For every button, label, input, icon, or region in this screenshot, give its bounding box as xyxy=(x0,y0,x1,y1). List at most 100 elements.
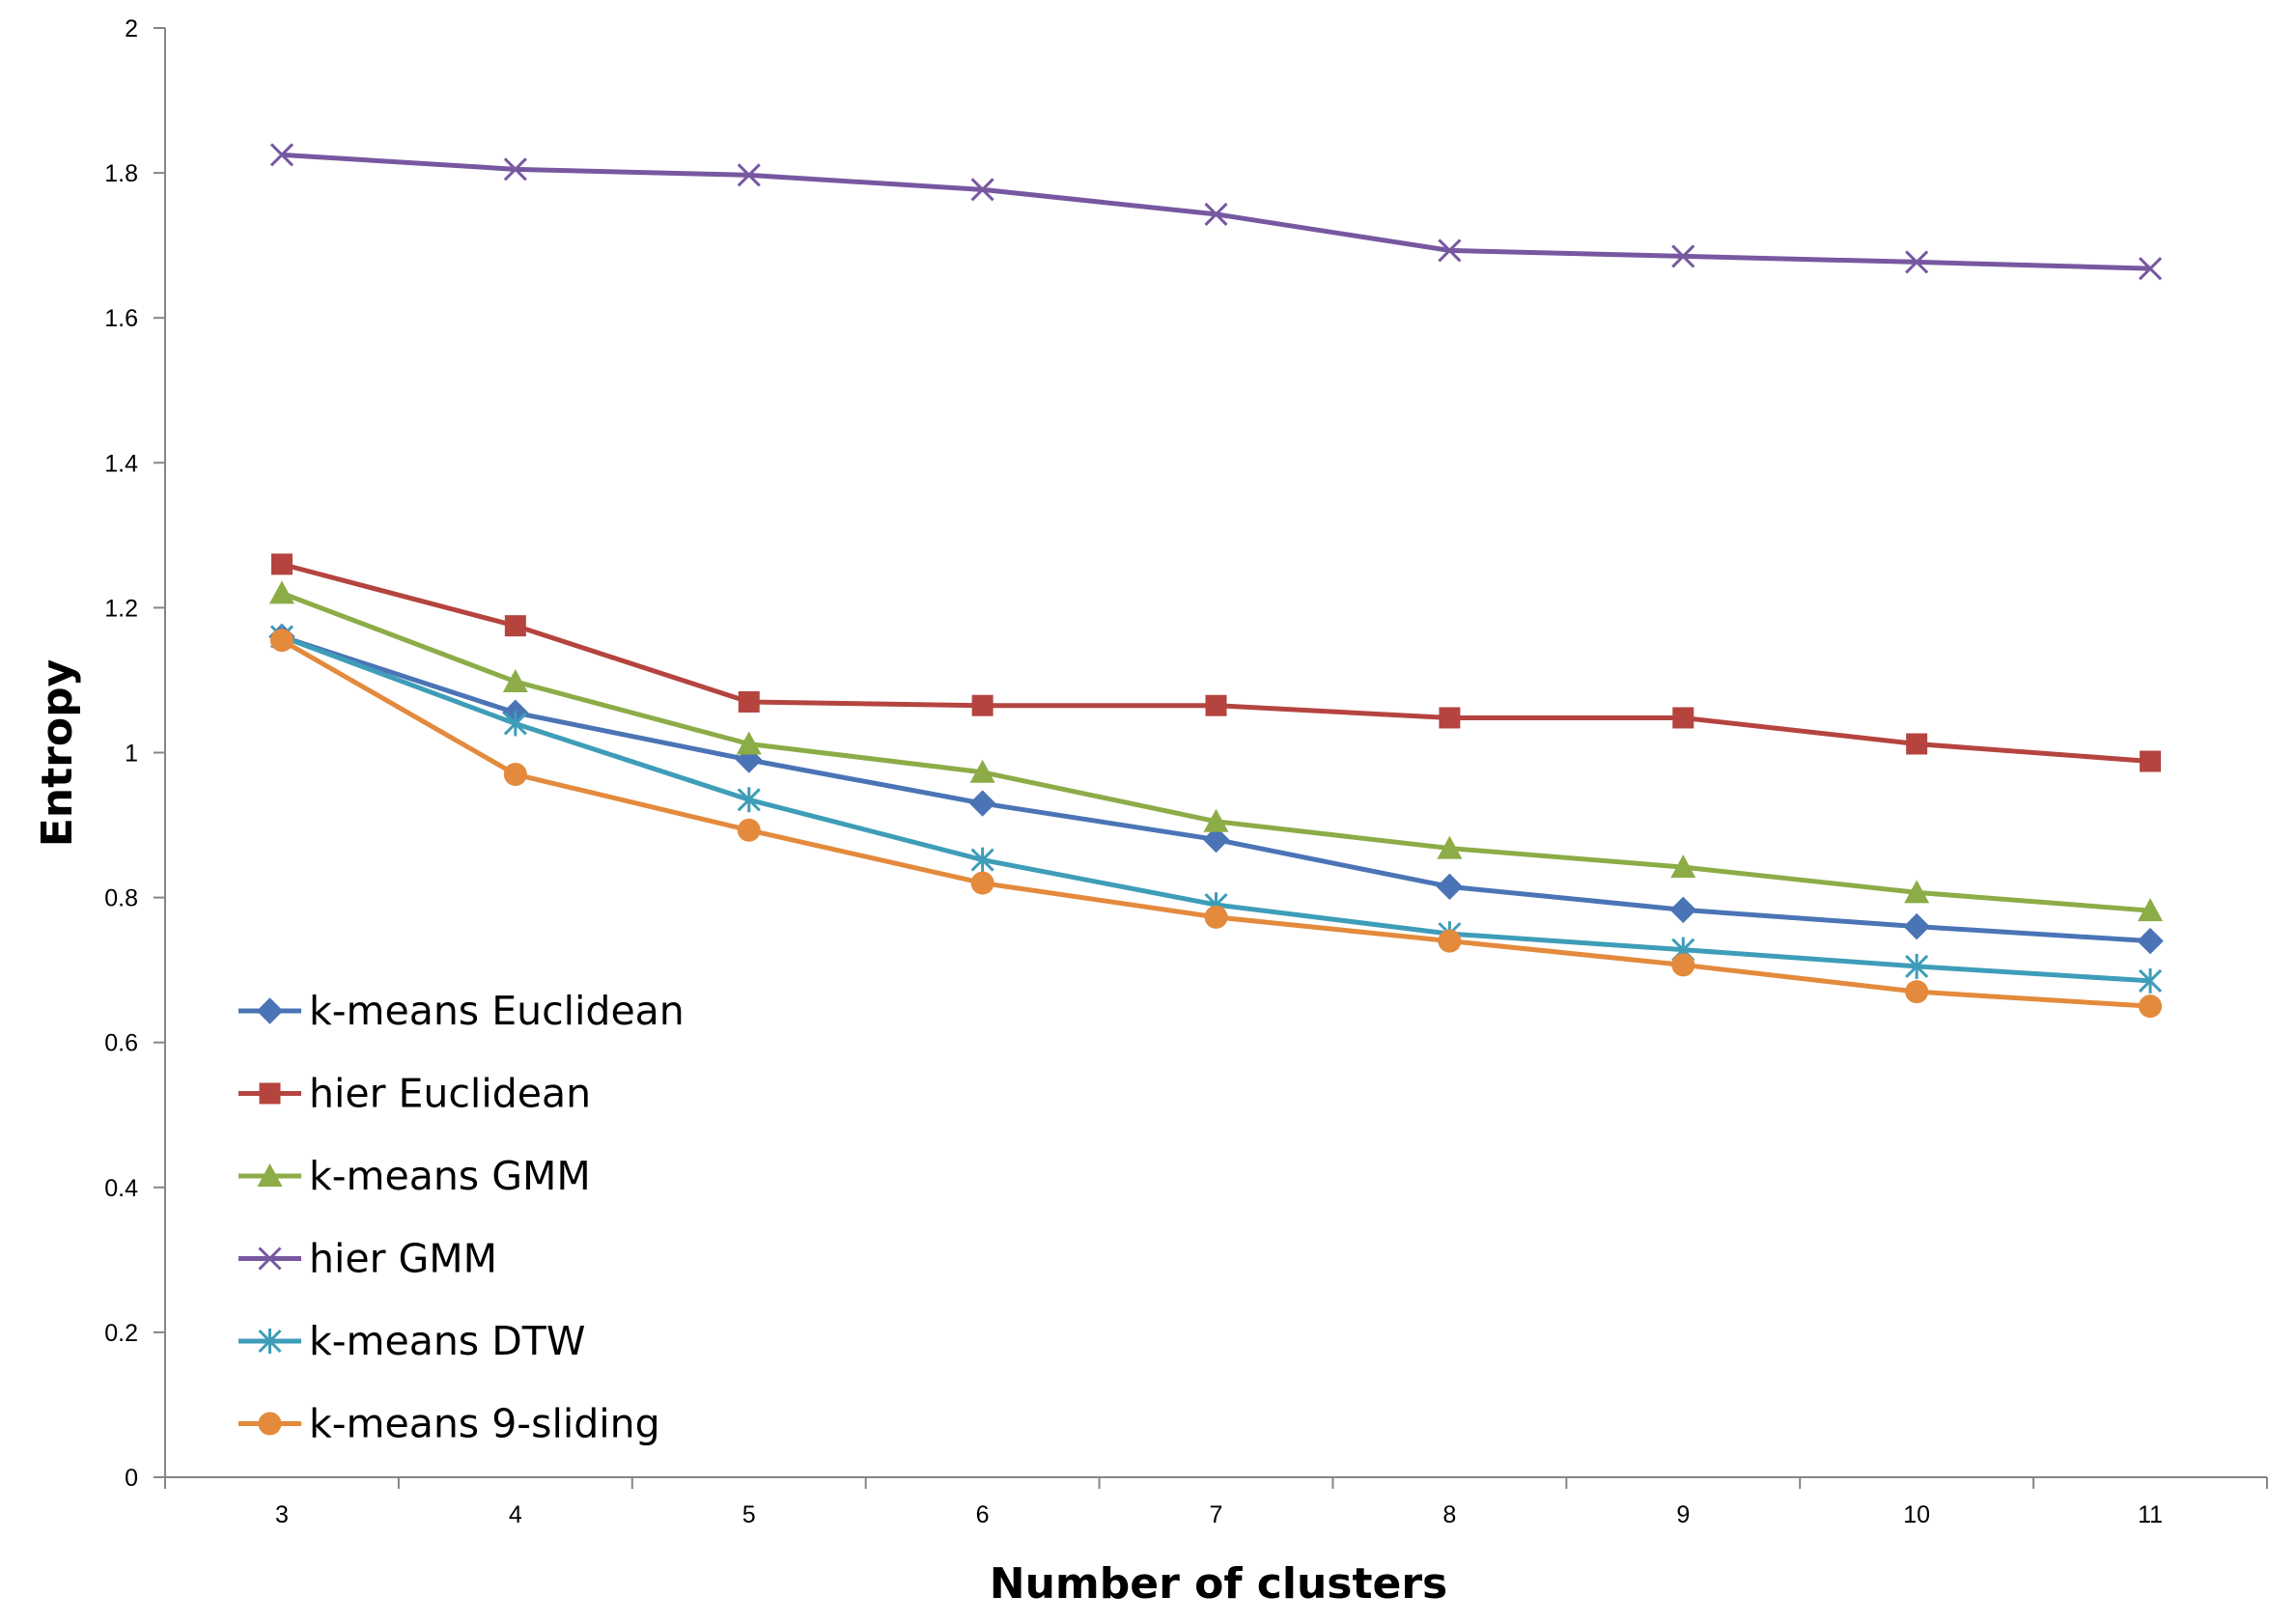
y-tick-label: 0.4 xyxy=(104,1175,138,1202)
data-point xyxy=(1205,694,1227,716)
x-tick-label: 7 xyxy=(1210,1501,1223,1528)
legend-label: k-means Euclidean xyxy=(309,988,685,1034)
legend-marker xyxy=(259,1082,281,1105)
data-point xyxy=(268,580,294,604)
y-tick-label: 1 xyxy=(125,741,138,768)
data-point xyxy=(1905,250,1929,274)
x-tick-label: 10 xyxy=(1903,1501,1930,1528)
y-tick-label: 1.6 xyxy=(104,305,138,332)
axes: 0 0.2 0.4 0.6 0.8 1 1.2 1.4 1.6 1.8 2 3 4 5 6 7 8 9 10 11 xyxy=(104,15,2268,1528)
data-point xyxy=(2140,750,2162,772)
data-point xyxy=(1671,244,1695,268)
legend-label: hier Euclidean xyxy=(309,1071,591,1117)
data-point xyxy=(504,615,526,637)
series-k-means-9-sliding xyxy=(269,629,2163,1019)
data-point xyxy=(2138,257,2163,281)
data-point xyxy=(1438,929,1462,953)
data-point xyxy=(1204,202,1228,226)
series-k-means-dtw xyxy=(269,624,2163,994)
y-tick-label: 0.2 xyxy=(104,1320,138,1347)
data-point xyxy=(1669,896,1696,924)
series-hier-gmm xyxy=(269,143,2163,281)
series-line xyxy=(281,152,2151,271)
data-point xyxy=(1203,808,1229,832)
legend-label: hier GMM xyxy=(309,1236,497,1282)
series-layer xyxy=(268,143,2164,1019)
data-point xyxy=(969,759,995,783)
data-point xyxy=(503,711,527,737)
legend-marker xyxy=(258,1246,282,1271)
data-point xyxy=(970,847,994,873)
series-line xyxy=(281,634,2151,984)
legend-label: k-means GMM xyxy=(309,1153,591,1199)
data-point xyxy=(1439,707,1461,729)
y-tick-label: 1.8 xyxy=(104,160,138,187)
data-point xyxy=(1670,854,1696,879)
data-point xyxy=(2138,898,2164,922)
legend-marker xyxy=(257,1163,283,1187)
x-tick-label: 6 xyxy=(976,1501,990,1528)
y-tick-label: 1.4 xyxy=(104,450,138,477)
data-point xyxy=(737,787,761,813)
data-point xyxy=(968,790,996,817)
data-point xyxy=(1671,953,1695,977)
legend-marker xyxy=(258,1329,282,1354)
legend-entry: k-means DTW xyxy=(238,1318,585,1364)
data-point xyxy=(738,690,760,713)
data-point xyxy=(503,157,527,182)
y-tick-label: 0 xyxy=(125,1465,138,1492)
legend-marker xyxy=(258,1412,282,1436)
series-line xyxy=(281,561,2151,764)
x-tick-label: 4 xyxy=(509,1501,522,1528)
data-point xyxy=(970,871,994,895)
y-axis-title: Entropy xyxy=(33,659,82,848)
legend-entry: k-means Euclidean xyxy=(238,988,685,1034)
data-point xyxy=(1905,953,1929,979)
legend-entry: hier GMM xyxy=(238,1236,497,1282)
data-point xyxy=(1672,707,1694,729)
data-point xyxy=(737,818,761,842)
legend-label: k-means 9-sliding xyxy=(309,1401,660,1447)
x-tick-label: 11 xyxy=(2138,1501,2163,1528)
data-point xyxy=(1436,873,1464,901)
y-tick-label: 1.2 xyxy=(104,595,138,622)
x-tick-label: 5 xyxy=(742,1501,756,1528)
legend: k-means Euclidean hier Euclidean k-means G… xyxy=(238,988,685,1447)
y-tick-label: 0.8 xyxy=(104,885,138,912)
data-point xyxy=(971,694,994,716)
data-point xyxy=(736,731,762,755)
x-axis-title: Number of clusters xyxy=(990,1559,1447,1609)
x-tick-label: 9 xyxy=(1676,1501,1690,1528)
data-point xyxy=(2137,927,2164,955)
data-point xyxy=(970,178,994,202)
data-point xyxy=(737,163,761,187)
data-point xyxy=(502,668,528,692)
data-point xyxy=(1202,826,1230,854)
data-point xyxy=(503,763,527,787)
legend-entry: hier Euclidean xyxy=(238,1071,591,1117)
data-point xyxy=(1906,733,1928,755)
data-point xyxy=(1905,980,1929,1004)
data-point xyxy=(2139,994,2163,1019)
data-point xyxy=(2138,967,2163,994)
y-tick-label: 0.6 xyxy=(104,1030,138,1057)
data-point xyxy=(270,553,293,575)
series-k-means-gmm xyxy=(268,580,2164,922)
legend-entry: k-means GMM xyxy=(238,1153,591,1199)
data-point xyxy=(269,629,294,653)
legend-marker xyxy=(256,997,284,1024)
data-point xyxy=(269,143,294,167)
legend-entry: k-means 9-sliding xyxy=(238,1401,660,1447)
legend-label: k-means DTW xyxy=(309,1318,585,1364)
series-hier-euclidean xyxy=(270,553,2162,772)
data-point xyxy=(1204,905,1228,929)
y-tick-label: 2 xyxy=(125,15,138,42)
data-point xyxy=(1438,238,1462,263)
x-tick-label: 8 xyxy=(1442,1501,1456,1528)
data-point xyxy=(1904,880,1930,904)
data-point xyxy=(1437,835,1463,859)
data-point xyxy=(1903,912,1930,940)
x-tick-label: 3 xyxy=(275,1501,289,1528)
